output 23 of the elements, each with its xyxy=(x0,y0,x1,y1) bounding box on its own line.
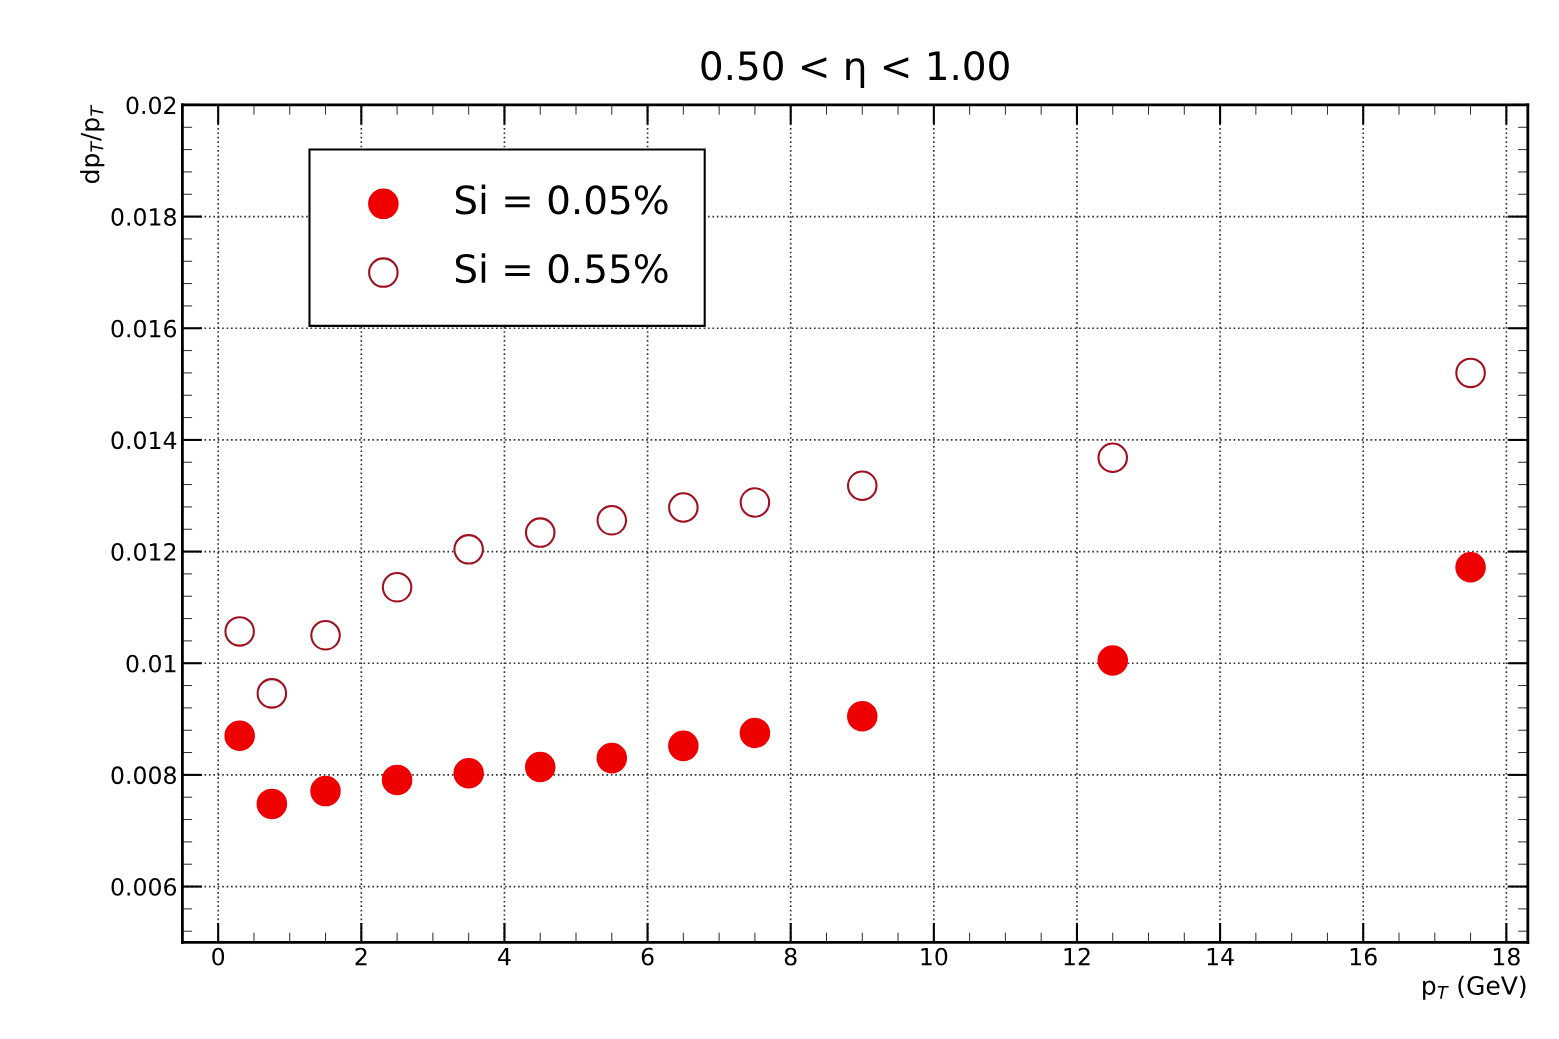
x-tick-label: 10 xyxy=(921,947,948,966)
x-tick-label: 14 xyxy=(1207,947,1234,966)
y-tick-label: 0.018 xyxy=(111,208,176,226)
y-tick-label: 0.012 xyxy=(111,543,176,561)
y-tick-label: 0.02 xyxy=(126,96,176,115)
y-axis-title: dp$_{T}$/p$_{T}$ xyxy=(80,104,105,184)
legend-label: Si = 0.55% xyxy=(455,253,668,284)
x-tick-label: 8 xyxy=(784,947,797,966)
x-tick-label: 0 xyxy=(212,947,225,966)
y-tick-label: 0.008 xyxy=(111,766,176,785)
y-tick-label: 0.014 xyxy=(111,431,177,450)
chart-title: 0.50 < η < 1.00 xyxy=(701,51,1009,89)
x-tick-label: 18 xyxy=(1493,947,1520,966)
x-tick-label: 4 xyxy=(498,947,511,966)
x-tick-label: 12 xyxy=(1064,947,1090,966)
x-tick-label: 6 xyxy=(641,947,654,966)
x-tick-label: 2 xyxy=(355,947,367,966)
y-tick-label: 0.01 xyxy=(126,654,176,673)
y-tick-label: 0.016 xyxy=(111,319,177,338)
x-tick-label: 16 xyxy=(1350,947,1377,966)
y-tick-label: 0.006 xyxy=(111,877,177,896)
legend-label: Si = 0.05% xyxy=(455,184,668,215)
x-axis-title: p$_{T}$ (GeV) xyxy=(1423,975,1526,1000)
